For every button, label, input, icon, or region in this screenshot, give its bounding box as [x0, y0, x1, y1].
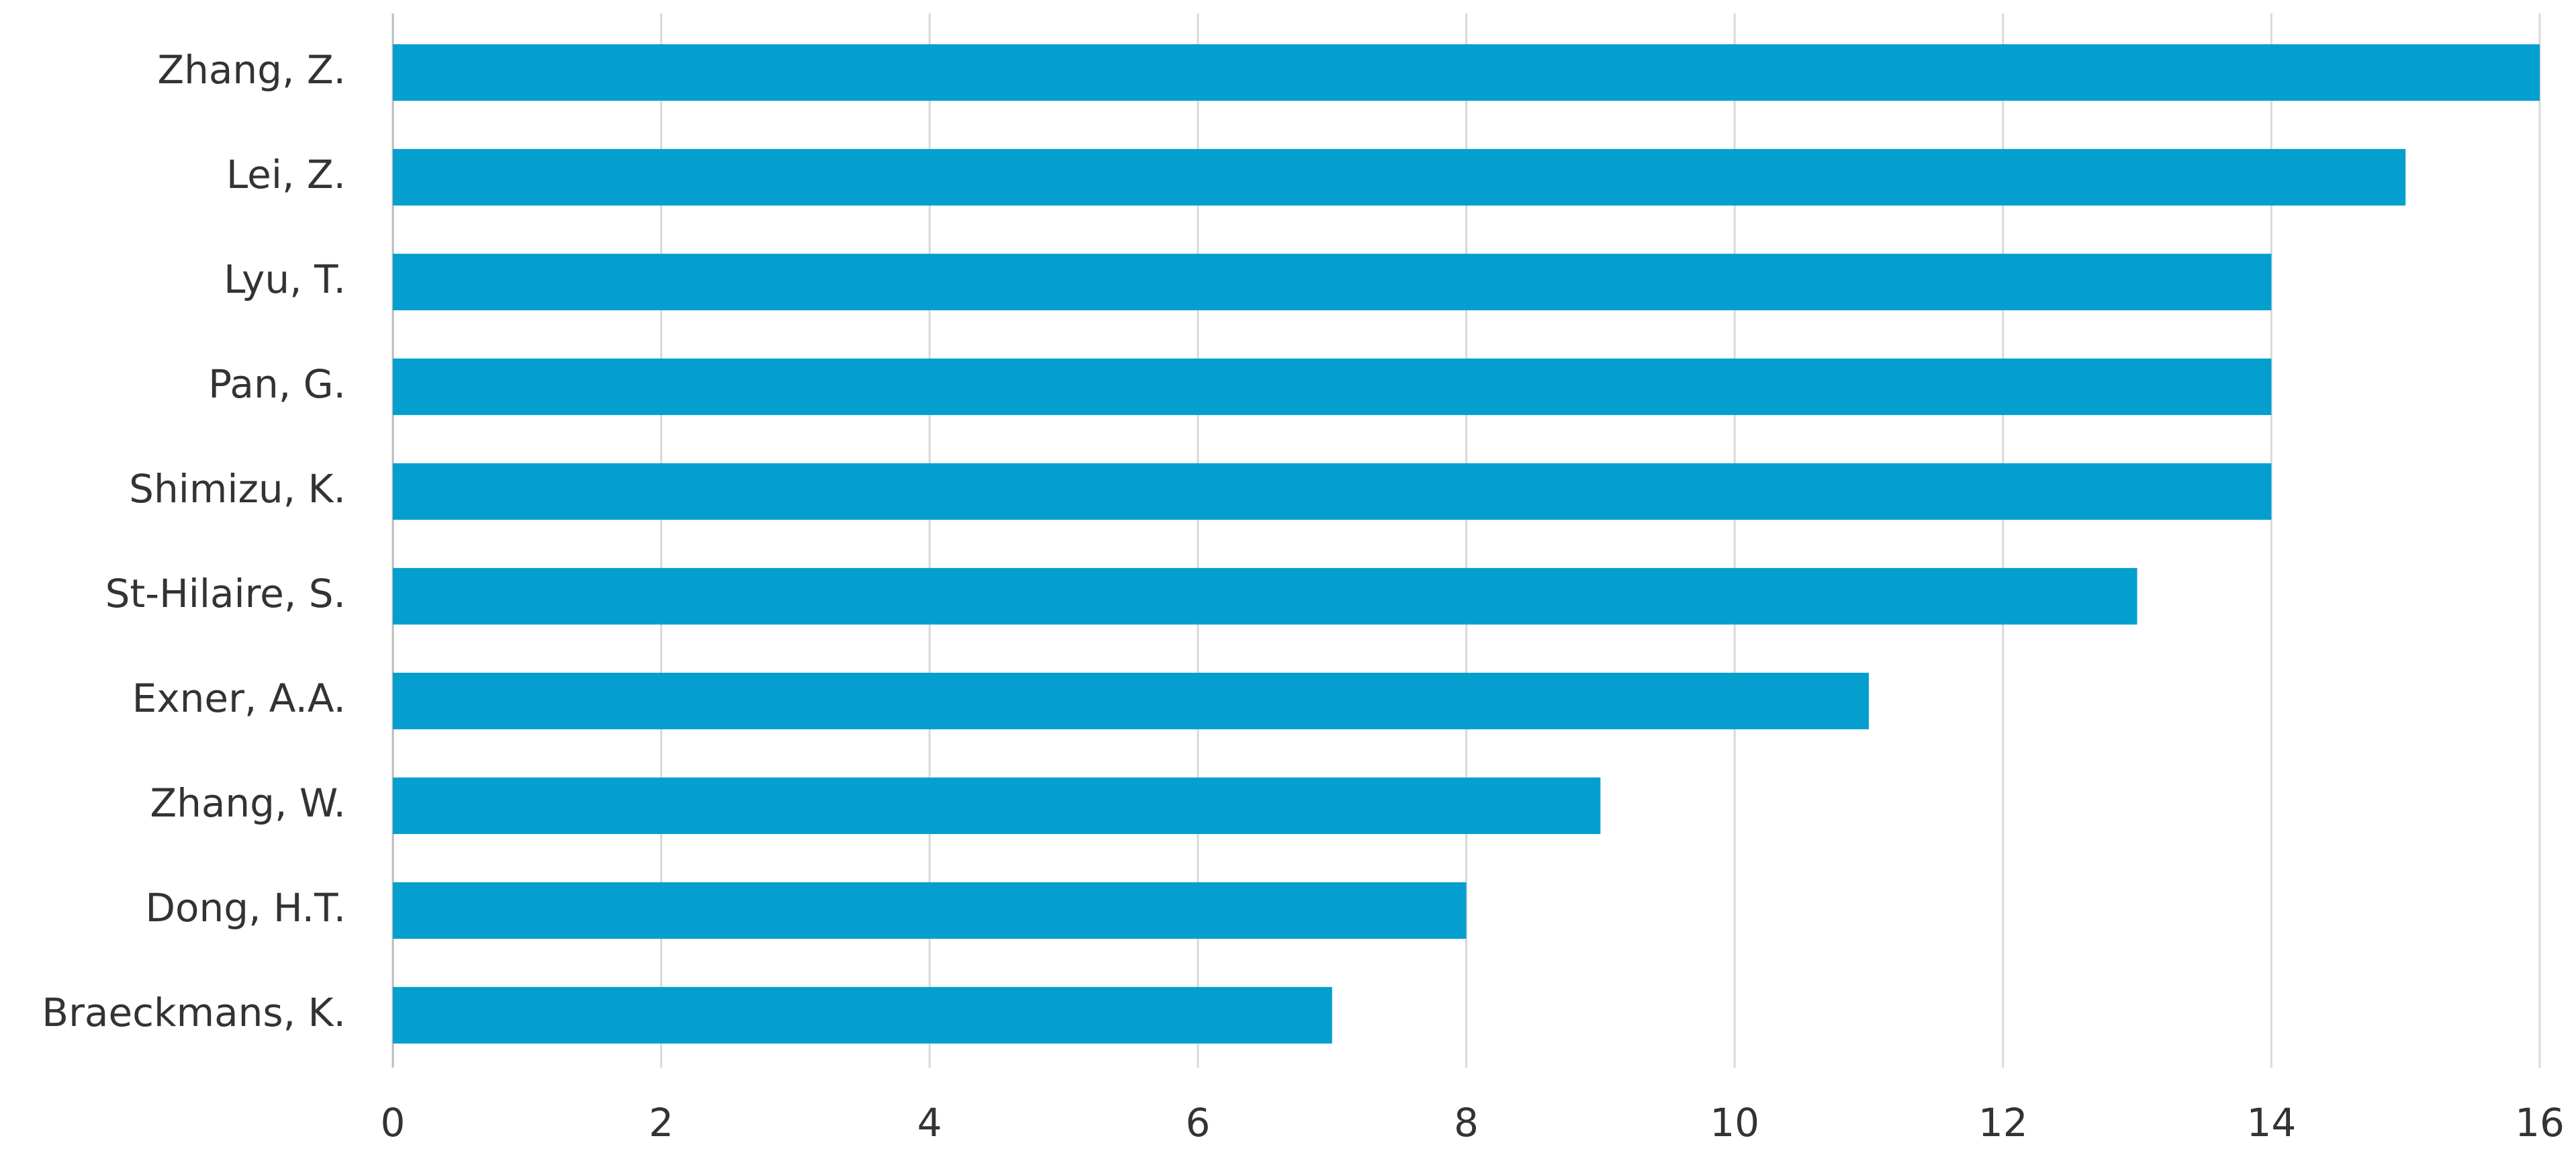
y-tick-label: Dong, H.T.	[145, 885, 346, 931]
bar	[393, 253, 2272, 311]
bar	[393, 148, 2406, 206]
y-tick-label: Zhang, W.	[150, 780, 346, 826]
x-tick-label: 2	[649, 1100, 674, 1146]
x-tick-label: 10	[1710, 1100, 1759, 1146]
x-tick-label: 6	[1185, 1100, 1210, 1146]
y-tick-label: Exner, A.A.	[132, 675, 346, 721]
x-tick-label: 12	[1978, 1100, 2028, 1146]
bar	[393, 882, 1467, 939]
bar	[393, 567, 2137, 625]
x-tick-label: 14	[2246, 1100, 2296, 1146]
x-tick-label: 0	[381, 1100, 406, 1146]
y-tick-label: Lei, Z.	[226, 152, 346, 197]
y-tick-label: Lyu, T.	[224, 257, 346, 302]
bar	[393, 358, 2272, 416]
y-tick-label: Zhang, Z.	[157, 47, 346, 93]
x-tick-label: 4	[917, 1100, 942, 1146]
bar	[393, 672, 1869, 730]
x-tick-label: 8	[1454, 1100, 1479, 1146]
y-tick-label: Shimizu, K.	[129, 466, 346, 512]
bar	[393, 777, 1601, 835]
bar	[393, 986, 1332, 1044]
y-tick-label: Pan, G.	[208, 361, 346, 407]
bar	[393, 463, 2272, 520]
bar	[393, 44, 2540, 101]
x-tick-label: 16	[2515, 1100, 2565, 1146]
y-tick-label: St-Hilaire, S.	[105, 571, 346, 616]
y-tick-label: Braeckmans, K.	[42, 990, 346, 1035]
